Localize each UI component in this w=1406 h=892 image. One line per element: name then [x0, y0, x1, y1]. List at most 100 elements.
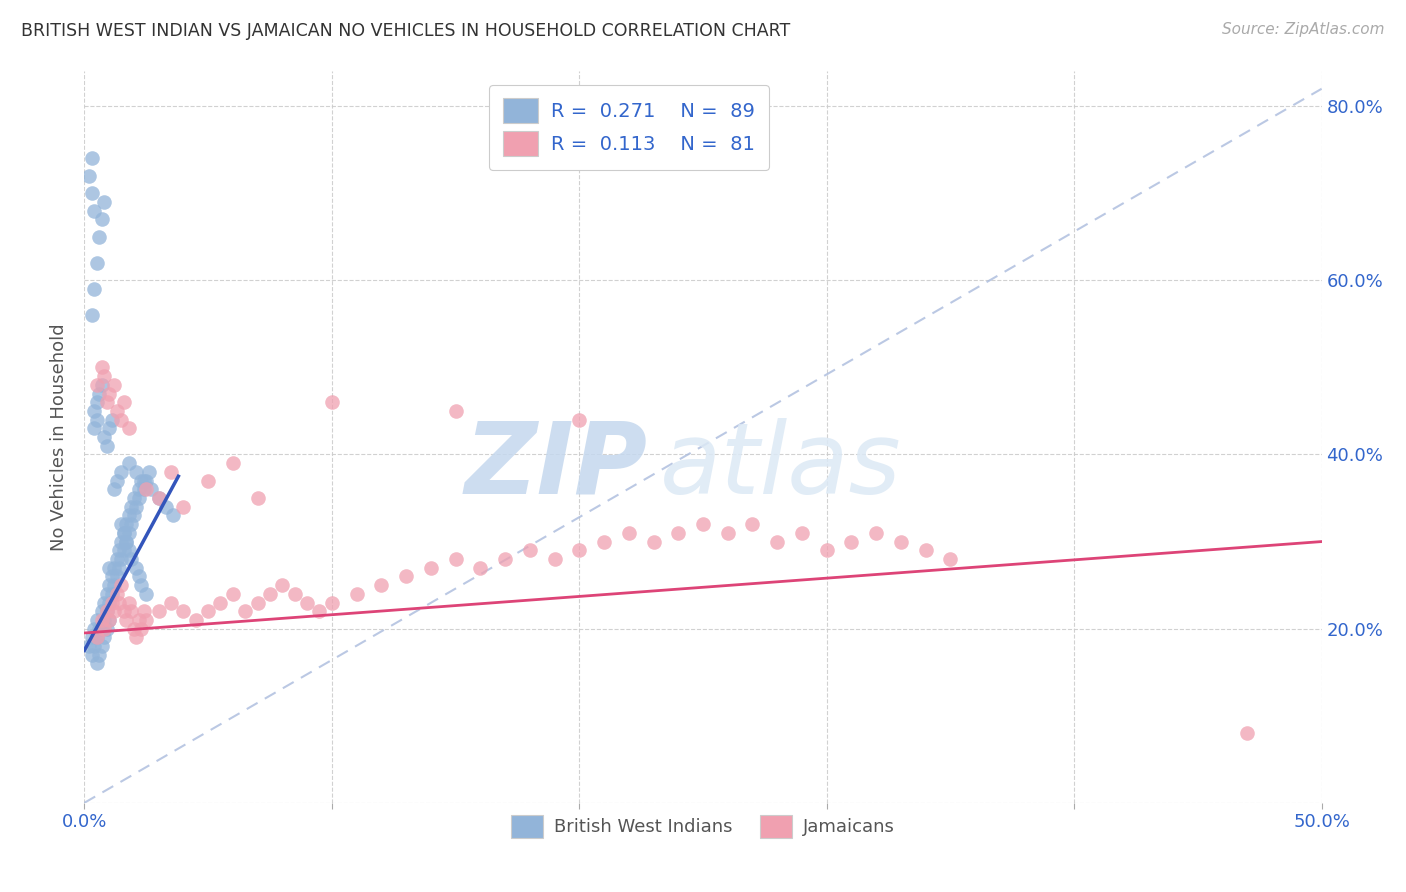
Point: [98, 595, 121, 609]
Point: [98, 386, 121, 401]
Point: [112, 525, 135, 540]
Point: [93, 430, 115, 444]
Point: [110, 534, 132, 549]
Point: [135, 613, 157, 627]
Point: [89, 229, 111, 244]
Point: [93, 622, 115, 636]
Point: [110, 412, 132, 426]
Point: [246, 595, 269, 609]
Point: [79, 169, 101, 183]
Point: [370, 578, 392, 592]
Point: [132, 483, 155, 497]
Point: [122, 622, 145, 636]
Point: [108, 595, 131, 609]
Point: [90, 212, 112, 227]
Point: [321, 395, 343, 409]
Point: [105, 552, 128, 566]
Point: [110, 517, 132, 532]
Point: [617, 525, 640, 540]
Point: [118, 595, 141, 609]
Point: [93, 631, 115, 645]
Point: [197, 604, 219, 618]
Point: [80, 308, 103, 322]
Point: [90, 622, 112, 636]
Point: [118, 543, 141, 558]
Point: [666, 525, 689, 540]
Point: [89, 622, 111, 636]
Point: [129, 622, 152, 636]
Point: [86, 377, 108, 392]
Point: [135, 474, 157, 488]
Point: [766, 534, 789, 549]
Point: [138, 465, 160, 479]
Point: [815, 543, 838, 558]
Point: [105, 474, 128, 488]
Point: [98, 578, 121, 592]
Text: BRITISH WEST INDIAN VS JAMAICAN NO VEHICLES IN HOUSEHOLD CORRELATION CHART: BRITISH WEST INDIAN VS JAMAICAN NO VEHIC…: [21, 22, 790, 40]
Point: [419, 560, 441, 574]
Point: [80, 631, 103, 645]
Point: [129, 474, 152, 488]
Point: [162, 508, 184, 523]
Point: [470, 560, 492, 574]
Point: [100, 587, 122, 601]
Point: [118, 525, 141, 540]
Point: [110, 578, 132, 592]
Point: [120, 604, 142, 618]
Legend: British West Indians, Jamaicans: British West Indians, Jamaicans: [501, 804, 905, 848]
Point: [105, 569, 128, 583]
Point: [118, 456, 141, 470]
Point: [93, 613, 115, 627]
Point: [93, 595, 115, 609]
Point: [271, 578, 294, 592]
Point: [209, 595, 232, 609]
Point: [141, 483, 163, 497]
Point: [110, 465, 132, 479]
Point: [125, 631, 148, 645]
Point: [83, 404, 105, 418]
Point: [93, 369, 115, 384]
Point: [103, 604, 125, 618]
Point: [543, 552, 565, 566]
Point: [120, 552, 142, 566]
Point: [112, 525, 135, 540]
Point: [184, 613, 207, 627]
Point: [444, 552, 467, 566]
Point: [105, 404, 128, 418]
Point: [103, 560, 125, 574]
Point: [172, 604, 194, 618]
Point: [346, 587, 368, 601]
Point: [108, 560, 131, 574]
Point: [80, 152, 103, 166]
Point: [222, 587, 245, 601]
Point: [80, 648, 103, 662]
Point: [89, 648, 111, 662]
Point: [128, 613, 150, 627]
Point: [284, 587, 307, 601]
Point: [96, 439, 118, 453]
Point: [160, 595, 183, 609]
Point: [122, 508, 145, 523]
Point: [519, 543, 541, 558]
Point: [90, 613, 112, 627]
Point: [86, 613, 108, 627]
Point: [90, 639, 112, 653]
Point: [148, 604, 170, 618]
Point: [129, 578, 152, 592]
Point: [890, 534, 912, 549]
Point: [865, 525, 887, 540]
Point: [125, 465, 148, 479]
Point: [89, 386, 111, 401]
Point: [90, 604, 112, 618]
Point: [83, 282, 105, 296]
Point: [643, 534, 665, 549]
Point: [118, 421, 141, 435]
Point: [86, 395, 108, 409]
Point: [98, 560, 121, 574]
Point: [100, 412, 122, 426]
Point: [103, 483, 125, 497]
Point: [100, 569, 122, 583]
Point: [98, 613, 121, 627]
Point: [222, 456, 245, 470]
Point: [120, 500, 142, 514]
